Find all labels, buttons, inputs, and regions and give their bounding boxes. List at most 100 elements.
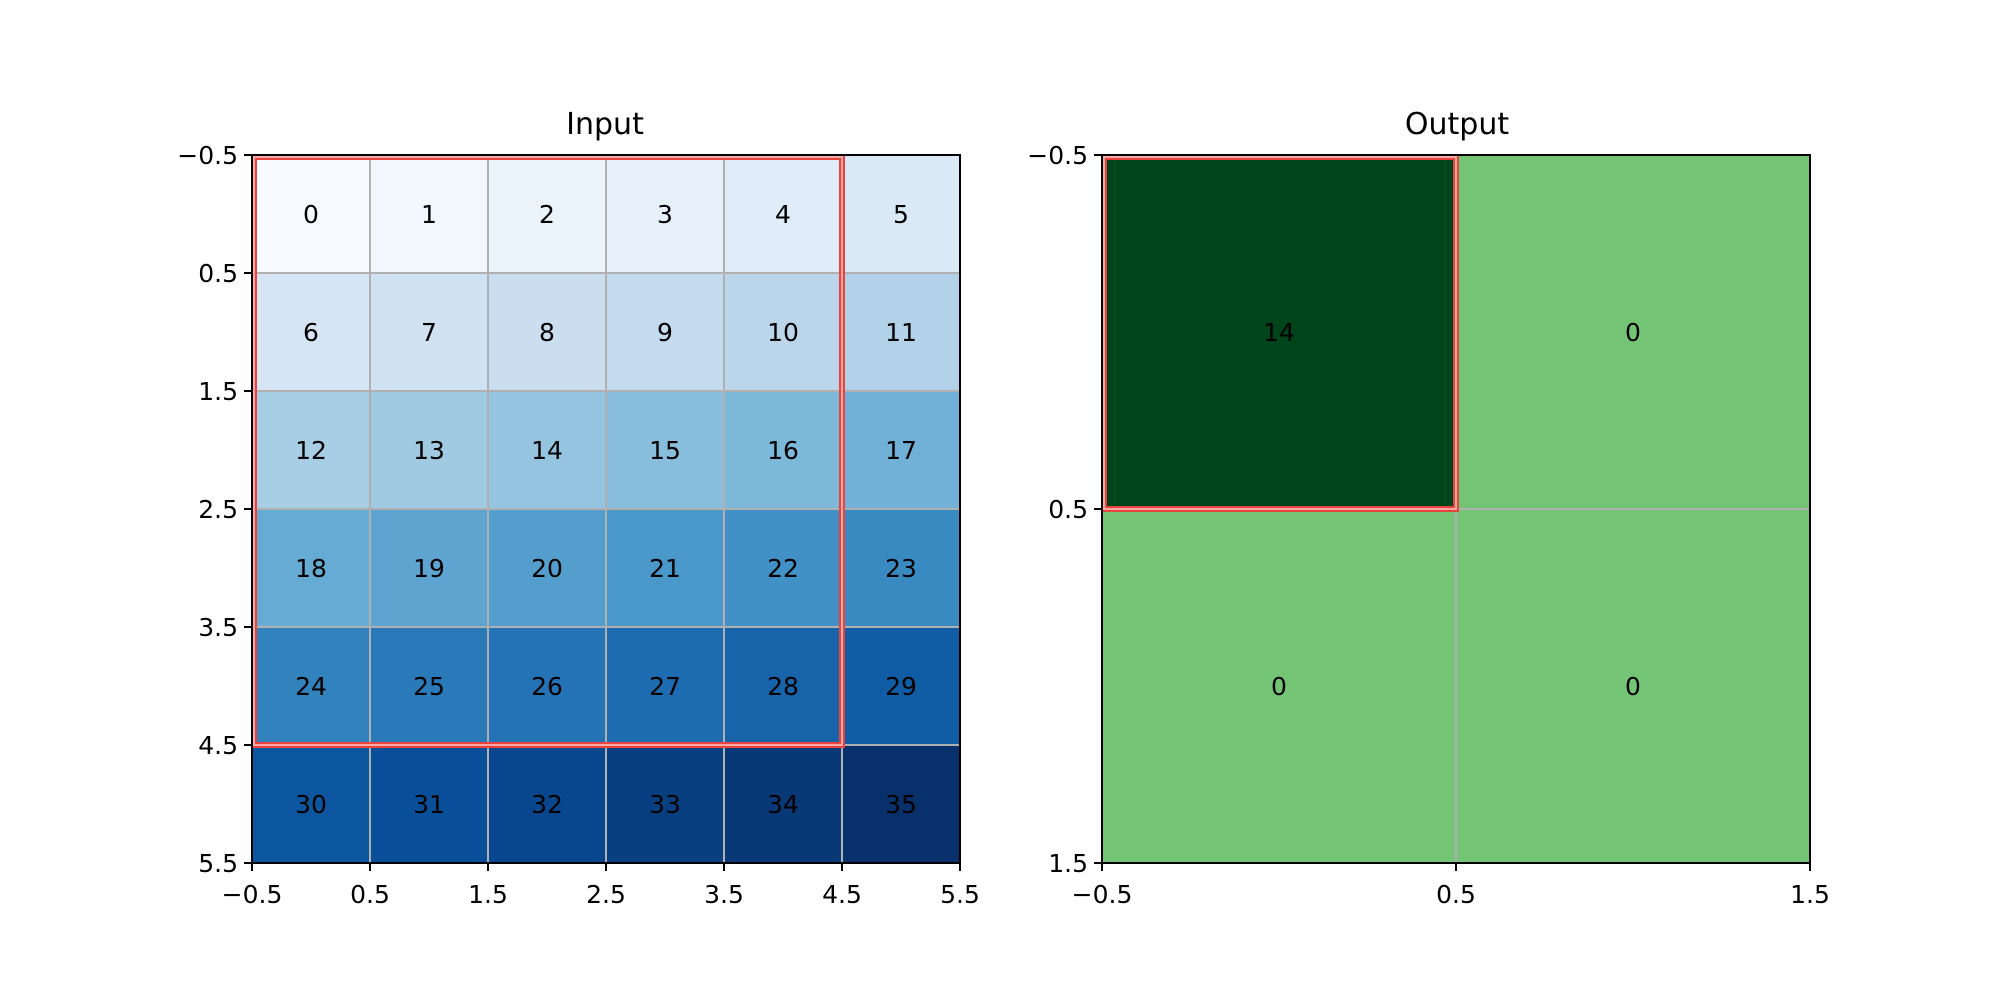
output-panel: Output 14 0 0 0 −0.5 0.5 1.5 −0.5 0.5 1.5 (1027, 107, 1830, 909)
input-cell-label-r1-c1: 7 (421, 318, 437, 347)
output-cells (1102, 155, 1811, 864)
input-cell-label-r2-c5: 17 (885, 436, 917, 465)
input-x-tick-label-3: 2.5 (586, 880, 626, 909)
input-cell-r3-c1 (370, 509, 489, 628)
input-cell-label-r4-c5: 29 (885, 672, 917, 701)
input-highlight-inner (253, 156, 843, 746)
input-cell-r0-c2 (488, 155, 607, 274)
input-cell-label-r5-c0: 30 (295, 790, 327, 819)
output-x-ticks: −0.5 0.5 1.5 (1072, 863, 1830, 909)
output-cell-label-r1-c0: 0 (1271, 672, 1287, 701)
output-highlight-inner (1103, 156, 1457, 510)
input-cell-label-r3-c5: 23 (885, 554, 917, 583)
input-cell-r5-c1 (370, 745, 489, 864)
input-cell-label-r0-c0: 0 (303, 200, 319, 229)
input-cell-r1-c5 (842, 273, 961, 392)
input-cell-r5-c5 (842, 745, 961, 864)
input-cell-r0-c1 (370, 155, 489, 274)
input-cell-r4-c4 (724, 627, 843, 746)
output-x-tick-label-0: −0.5 (1072, 880, 1133, 909)
input-title: Input (566, 107, 644, 142)
input-cell-label-r3-c4: 22 (767, 554, 799, 583)
input-cell-label-r0-c3: 3 (657, 200, 673, 229)
input-cell-label-r2-c0: 12 (295, 436, 327, 465)
input-cell-r5-c0 (252, 745, 371, 864)
output-x-tick-label-2: 1.5 (1790, 880, 1830, 909)
output-x-tick-label-1: 0.5 (1436, 880, 1476, 909)
input-cell-r2-c0 (252, 391, 371, 510)
input-cell-label-r2-c3: 15 (649, 436, 681, 465)
input-cell-r5-c2 (488, 745, 607, 864)
input-cell-r4-c1 (370, 627, 489, 746)
input-cell-label-r2-c2: 14 (531, 436, 563, 465)
input-cell-r1-c0 (252, 273, 371, 392)
input-cell-label-r1-c4: 10 (767, 318, 799, 347)
input-cell-label-r0-c4: 4 (775, 200, 791, 229)
output-cell-label-r0-c1: 0 (1625, 318, 1641, 347)
input-x-tick-label-5: 4.5 (822, 880, 862, 909)
input-cell-r3-c5 (842, 509, 961, 628)
input-cell-label-r3-c1: 19 (413, 554, 445, 583)
input-cell-label-r5-c2: 32 (531, 790, 563, 819)
input-cell-r3-c2 (488, 509, 607, 628)
input-y-tick-label-6: 5.5 (198, 849, 238, 878)
output-cell-r0-c0 (1102, 155, 1457, 510)
input-cell-r0-c0 (252, 155, 371, 274)
input-x-tick-label-1: 0.5 (350, 880, 390, 909)
input-cell-label-r1-c5: 11 (885, 318, 917, 347)
input-cell-r5-c3 (606, 745, 725, 864)
input-cell-label-r4-c2: 26 (531, 672, 563, 701)
input-x-ticks: −0.5 0.5 1.5 2.5 3.5 4.5 5.5 (222, 863, 980, 909)
input-cell-r2-c2 (488, 391, 607, 510)
input-cell-r1-c3 (606, 273, 725, 392)
input-cell-label-r3-c0: 18 (295, 554, 327, 583)
output-y-ticks: −0.5 0.5 1.5 (1027, 141, 1102, 878)
input-cell-r0-c3 (606, 155, 725, 274)
output-cell-label-r1-c1: 0 (1625, 672, 1641, 701)
input-cell-r4-c3 (606, 627, 725, 746)
input-cell-label-r4-c1: 25 (413, 672, 445, 701)
output-cell-r1-c0 (1102, 509, 1457, 864)
input-cell-label-r0-c5: 5 (893, 200, 909, 229)
input-cell-label-r4-c0: 24 (295, 672, 327, 701)
input-cell-r3-c0 (252, 509, 371, 628)
output-cell-labels: 14 0 0 0 (1263, 318, 1641, 701)
input-cell-r1-c2 (488, 273, 607, 392)
input-cell-label-r5-c1: 31 (413, 790, 445, 819)
input-cell-label-r5-c4: 34 (767, 790, 799, 819)
input-cell-label-r5-c5: 35 (885, 790, 917, 819)
input-cell-r5-c4 (724, 745, 843, 864)
input-x-tick-label-2: 1.5 (468, 880, 508, 909)
input-cell-label-r2-c4: 16 (767, 436, 799, 465)
input-x-tick-label-0: −0.5 (222, 880, 283, 909)
input-cell-r1-c1 (370, 273, 489, 392)
input-cell-label-r4-c4: 28 (767, 672, 799, 701)
output-y-tick-label-1: 0.5 (1048, 495, 1088, 524)
input-y-tick-label-2: 1.5 (198, 377, 238, 406)
input-cell-label-r4-c3: 27 (649, 672, 681, 701)
input-cell-r4-c0 (252, 627, 371, 746)
input-cell-label-r1-c0: 6 (303, 318, 319, 347)
input-cell-r2-c3 (606, 391, 725, 510)
input-y-ticks: −0.5 0.5 1.5 2.5 3.5 4.5 5.5 (177, 141, 252, 878)
input-cell-r1-c4 (724, 273, 843, 392)
input-cell-r2-c1 (370, 391, 489, 510)
input-cell-label-r2-c1: 13 (413, 436, 445, 465)
input-cell-label-r0-c2: 2 (539, 200, 555, 229)
input-y-tick-label-1: 0.5 (198, 259, 238, 288)
input-y-tick-label-0: −0.5 (177, 141, 238, 170)
output-y-tick-label-0: −0.5 (1027, 141, 1088, 170)
input-x-tick-label-6: 5.5 (940, 880, 980, 909)
input-y-tick-label-5: 4.5 (198, 731, 238, 760)
input-y-tick-label-4: 3.5 (198, 613, 238, 642)
input-cell-r0-c5 (842, 155, 961, 274)
output-cell-r1-c1 (1456, 509, 1811, 864)
input-cell-label-r3-c2: 20 (531, 554, 563, 583)
input-cell-label-r3-c3: 21 (649, 554, 681, 583)
input-cell-r3-c3 (606, 509, 725, 628)
output-cell-label-r0-c0: 14 (1263, 318, 1295, 347)
output-cell-r0-c1 (1456, 155, 1811, 510)
